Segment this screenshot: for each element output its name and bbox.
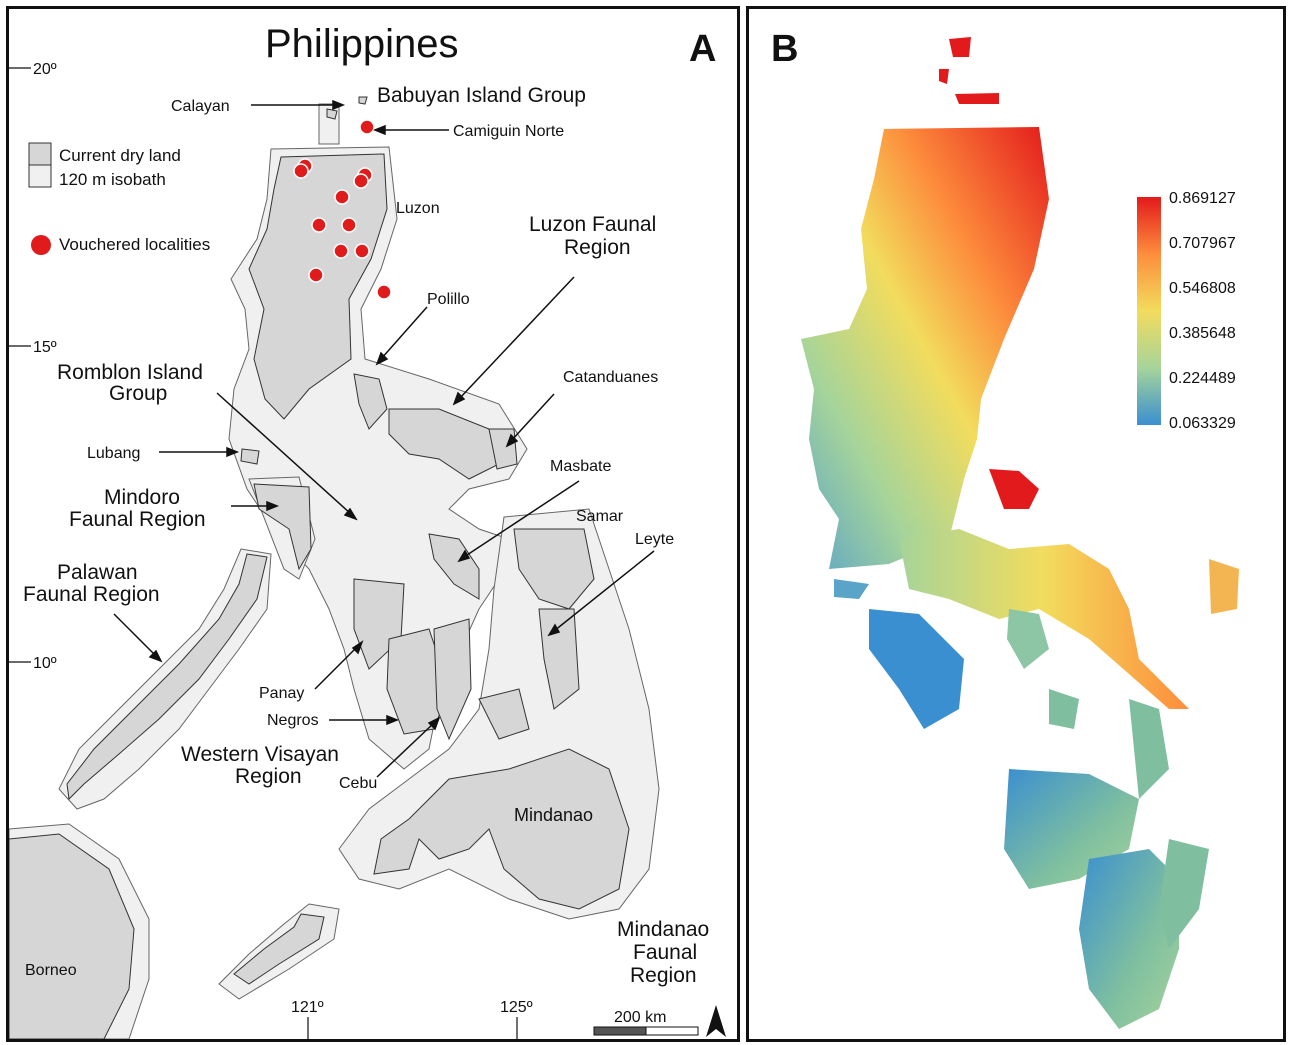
label-lubang: Lubang <box>87 445 140 462</box>
label-palawan-2: Faunal Region <box>23 583 160 606</box>
colorbar-ticks: 0.869127 0.707967 0.546808 0.385648 0.22… <box>1169 190 1236 432</box>
locality-dot <box>376 284 392 300</box>
label-luzon-faunal-2: Region <box>564 236 631 259</box>
label-mindanao-faunal-1: Mindanao <box>617 918 709 941</box>
legend-isobath-swatch <box>28 164 52 188</box>
label-leyte: Leyte <box>635 531 674 548</box>
label-panay: Panay <box>259 685 304 702</box>
colorbar-tick: 0.224489 <box>1169 370 1236 387</box>
lon-tick-125: 125º <box>500 999 533 1016</box>
label-luzon: Luzon <box>396 200 440 217</box>
scale-bar: 200 km <box>593 1009 699 1036</box>
lat-tick-10: 10º <box>33 655 57 672</box>
lon-tick-121: 121º <box>291 999 324 1016</box>
north-arrow-icon <box>706 1005 726 1037</box>
label-mindanao-faunal-2: Faunal <box>633 941 697 964</box>
legend-isobath-label: 120 m isobath <box>59 170 166 189</box>
scale-bar-label: 200 km <box>614 1009 666 1026</box>
legend-dry-land-swatch <box>28 142 52 166</box>
latitude-tick-lines <box>9 67 518 1039</box>
panel-a-letter: A <box>689 28 716 70</box>
locality-dot <box>354 243 370 259</box>
locality-dot <box>293 163 309 179</box>
legend: Current dry land 120 m isobath Vouchered… <box>28 142 210 255</box>
label-polillo: Polillo <box>427 291 470 308</box>
label-negros: Negros <box>267 712 319 729</box>
colorbar-tick: 0.063329 <box>1169 415 1236 432</box>
label-mindanao: Mindanao <box>514 805 593 825</box>
locality-dot <box>353 173 369 189</box>
label-western-visayan-2: Region <box>235 765 302 788</box>
label-palawan-1: Palawan <box>57 561 138 584</box>
panel-a-map: Current dry land 120 m isobath Vouchered… <box>6 6 740 1042</box>
label-mindoro-2: Faunal Region <box>69 508 206 531</box>
label-western-visayan-1: Western Visayan <box>181 743 339 766</box>
panel-a-svg: Current dry land 120 m isobath Vouchered… <box>9 22 726 1039</box>
vouchered-localities <box>293 119 392 300</box>
colorbar-tick: 0.546808 <box>1169 280 1236 297</box>
label-romblon-2: Group <box>109 382 167 405</box>
label-calayan: Calayan <box>171 98 230 115</box>
suitability-map <box>801 37 1239 1029</box>
label-romblon-1: Romblon Island <box>57 361 203 384</box>
lat-tick-20: 20º <box>33 61 57 78</box>
label-luzon-faunal-1: Luzon Faunal <box>529 213 656 236</box>
colorbar-tick: 0.869127 <box>1169 190 1236 207</box>
lat-tick-15: 15º <box>33 339 57 356</box>
label-masbate: Masbate <box>550 458 611 475</box>
panel-b-map: B 0.869127 0.707967 0.546808 0.385648 0.… <box>746 6 1286 1042</box>
legend-vouchered-label: Vouchered localities <box>59 235 210 254</box>
locality-dot <box>311 217 327 233</box>
colorbar-tick: 0.707967 <box>1169 235 1236 252</box>
label-babuyan: Babuyan Island Group <box>377 84 586 107</box>
panel-b-svg: B 0.869127 0.707967 0.546808 0.385648 0.… <box>771 28 1239 1029</box>
locality-dot <box>333 243 349 259</box>
colorbar-tick: 0.385648 <box>1169 325 1236 342</box>
label-arrows <box>113 99 655 778</box>
map-title: Philippines <box>265 22 458 66</box>
locality-dot <box>308 267 324 283</box>
colorbar <box>1137 197 1161 425</box>
label-borneo: Borneo <box>25 962 77 979</box>
legend-dry-land-label: Current dry land <box>59 146 181 165</box>
label-samar: Samar <box>576 508 624 525</box>
legend-locality-dot <box>31 235 51 255</box>
locality-dot <box>359 119 375 135</box>
label-cebu: Cebu <box>339 775 377 792</box>
label-camiguin-norte: Camiguin Norte <box>453 123 564 140</box>
label-mindanao-faunal-3: Region <box>630 964 697 987</box>
panel-b-letter: B <box>771 28 798 70</box>
locality-dot <box>334 189 350 205</box>
label-catanduanes: Catanduanes <box>563 369 658 386</box>
locality-dot <box>341 217 357 233</box>
label-mindoro-1: Mindoro <box>104 486 180 509</box>
